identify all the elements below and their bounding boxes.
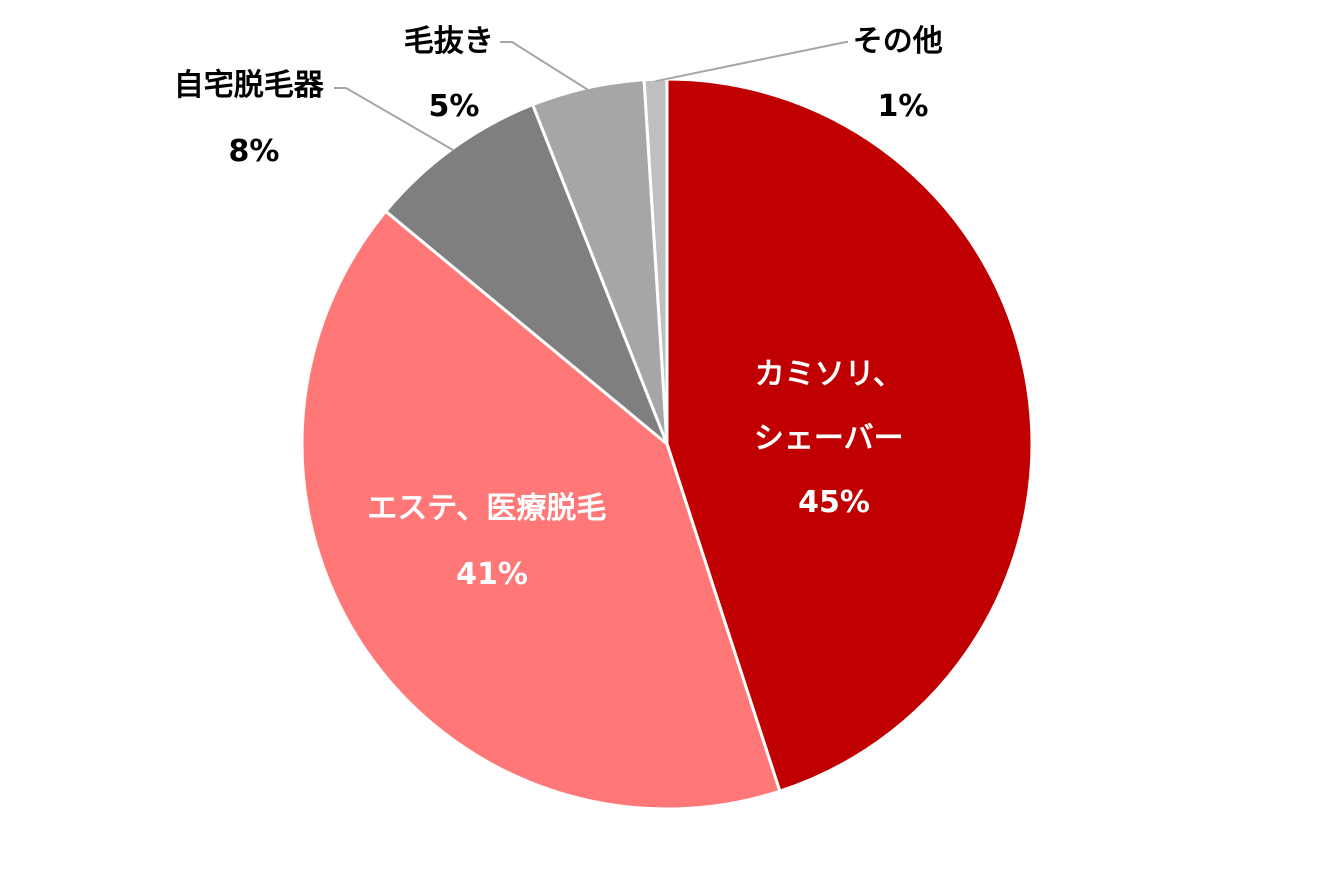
pie-slice-salon [300,209,782,811]
slice-label-tweezers-line1: 毛抜き [404,24,494,59]
slice-value-home-device: 8% [229,134,280,169]
slice-label-shaver-line1: カミソリ、 [755,357,903,392]
slice-label-other: その他 1% [853,24,953,124]
slice-label-shaver-line2: シェーバー [754,421,904,456]
pie-slice-shaver [665,77,1034,793]
leader-lines [334,41,848,152]
leader-line-tweezers [500,41,589,91]
slice-value-shaver: 45% [798,485,870,520]
data-labels: カミソリ、 シェーバー 45% エステ、医療脱毛 41% 自宅脱毛器 8% 毛抜… [174,24,953,592]
pie-slices [300,77,1034,811]
slice-label-home-device-line1: 自宅脱毛器 [174,68,325,103]
slice-label-salon-line1: エステ、医療脱毛 [367,491,606,526]
leader-line-home-device [334,87,455,152]
slice-value-salon: 41% [456,557,528,592]
slice-label-tweezers: 毛抜き 5% [404,24,504,124]
slice-label-shaver: カミソリ、 シェーバー 45% [754,357,914,520]
slice-value-other: 1% [878,89,929,124]
slice-value-tweezers: 5% [429,89,480,124]
slice-label-other-line1: その他 [853,24,943,59]
slice-label-home-device: 自宅脱毛器 8% [174,68,334,169]
leader-line-other [655,41,848,83]
slice-label-salon: エステ、医療脱毛 41% [367,491,617,592]
